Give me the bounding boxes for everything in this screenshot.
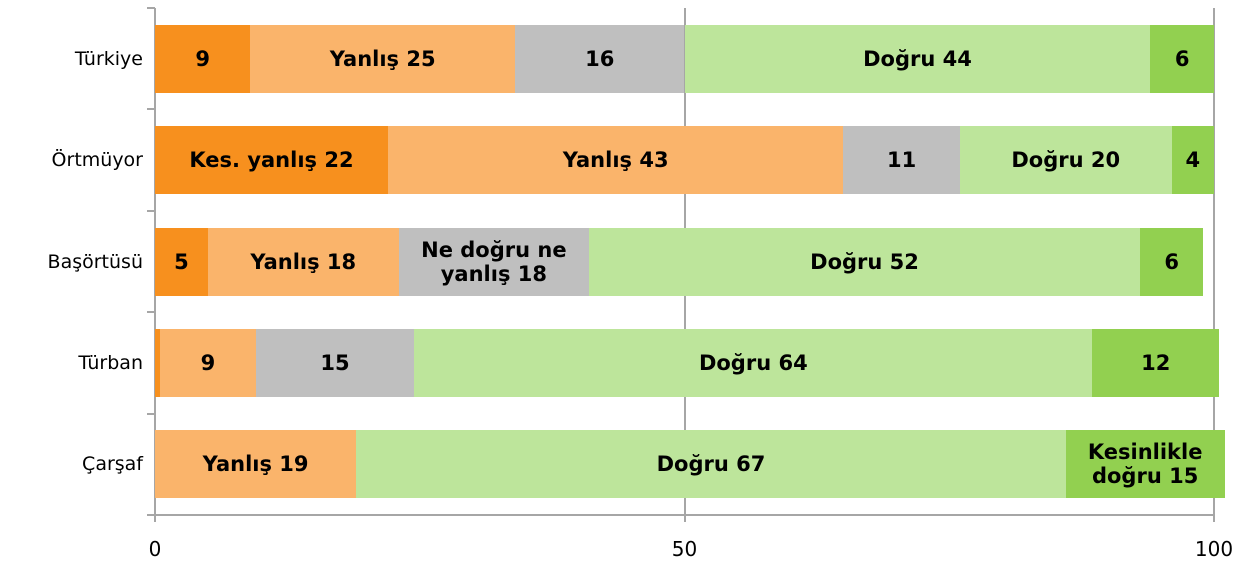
y-tick-mark — [147, 514, 155, 516]
bar-segment — [155, 328, 161, 397]
bar-segment: Doğru 67 — [356, 430, 1066, 499]
x-tick-mark — [154, 515, 156, 522]
grid-line — [1213, 8, 1215, 515]
x-tick-mark — [1213, 515, 1215, 522]
data-label: 15 — [320, 350, 350, 375]
bar-segment: 11 — [843, 126, 960, 195]
y-tick-label: Örtmüyor — [51, 149, 143, 172]
bar-segment: Doğru 44 — [684, 24, 1151, 93]
bar-segment: 6 — [1139, 227, 1204, 296]
y-tick-mark — [147, 7, 155, 9]
data-label: 12 — [1141, 350, 1171, 375]
x-tick-label: 50 — [671, 537, 698, 561]
data-label: 4 — [1185, 148, 1201, 173]
data-label: 16 — [585, 46, 615, 71]
bar-segment: Yanlış 43 — [387, 126, 844, 195]
bar-segment: 6 — [1150, 24, 1214, 93]
data-label: 6 — [1174, 46, 1190, 71]
data-label: Kesinlikle doğru 15 — [1087, 440, 1203, 489]
data-label: 5 — [174, 249, 189, 274]
x-tick-label: 0 — [148, 537, 162, 561]
data-label: Doğru 52 — [810, 249, 919, 274]
bar-segment: Doğru 52 — [589, 227, 1140, 296]
bar-segment: Yanlış 25 — [250, 24, 516, 93]
bar-segment: 9 — [160, 328, 256, 397]
y-tick-label: Başörtüsü — [47, 250, 143, 273]
data-label: 11 — [886, 148, 917, 173]
bar-segment: Kes. yanlış 22 — [155, 126, 388, 195]
data-label: Kes. yanlış 22 — [189, 148, 354, 173]
bar-segment: 4 — [1171, 126, 1214, 195]
data-label: Doğru 67 — [656, 452, 766, 477]
data-label: 9 — [200, 350, 216, 375]
bar-segment: 15 — [255, 328, 415, 397]
y-tick-label: Türkiye — [74, 47, 143, 70]
data-label: 9 — [195, 46, 210, 71]
x-axis — [155, 514, 1214, 516]
bar-segment: 5 — [155, 227, 208, 296]
bar-segment: 16 — [515, 24, 685, 93]
data-label: Doğru 44 — [863, 46, 972, 71]
y-tick-label: Türban — [78, 351, 143, 374]
y-tick-mark — [147, 412, 155, 415]
data-label: Doğru 20 — [1011, 148, 1121, 173]
x-tick-label: 100 — [1194, 537, 1234, 561]
bar-segment: Ne doğru ne yanlış 18 — [398, 227, 590, 296]
bar-segment: 12 — [1092, 328, 1220, 397]
bar-segment: Doğru 64 — [414, 328, 1093, 397]
data-label: Ne doğru ne yanlış 18 — [421, 237, 567, 286]
data-label: Yanlış 18 — [250, 249, 357, 274]
bar-segment: Yanlış 18 — [207, 227, 399, 296]
bar-segment: Yanlış 19 — [155, 430, 357, 499]
y-tick-mark — [147, 311, 155, 314]
y-tick-mark — [147, 209, 155, 212]
data-label: Doğru 64 — [698, 350, 808, 375]
data-label: Yanlış 19 — [202, 452, 309, 477]
bar-segment: Doğru 20 — [959, 126, 1172, 195]
y-tick-label: Çarşaf — [82, 453, 143, 476]
data-label: Yanlış 43 — [562, 148, 669, 173]
y-tick-mark — [147, 108, 155, 111]
bar-segment: 9 — [155, 24, 251, 93]
x-tick-mark — [683, 515, 686, 522]
data-label: Yanlış 25 — [329, 46, 436, 71]
data-label: 6 — [1164, 249, 1179, 274]
bar-segment: Kesinlikle doğru 15 — [1065, 430, 1225, 499]
